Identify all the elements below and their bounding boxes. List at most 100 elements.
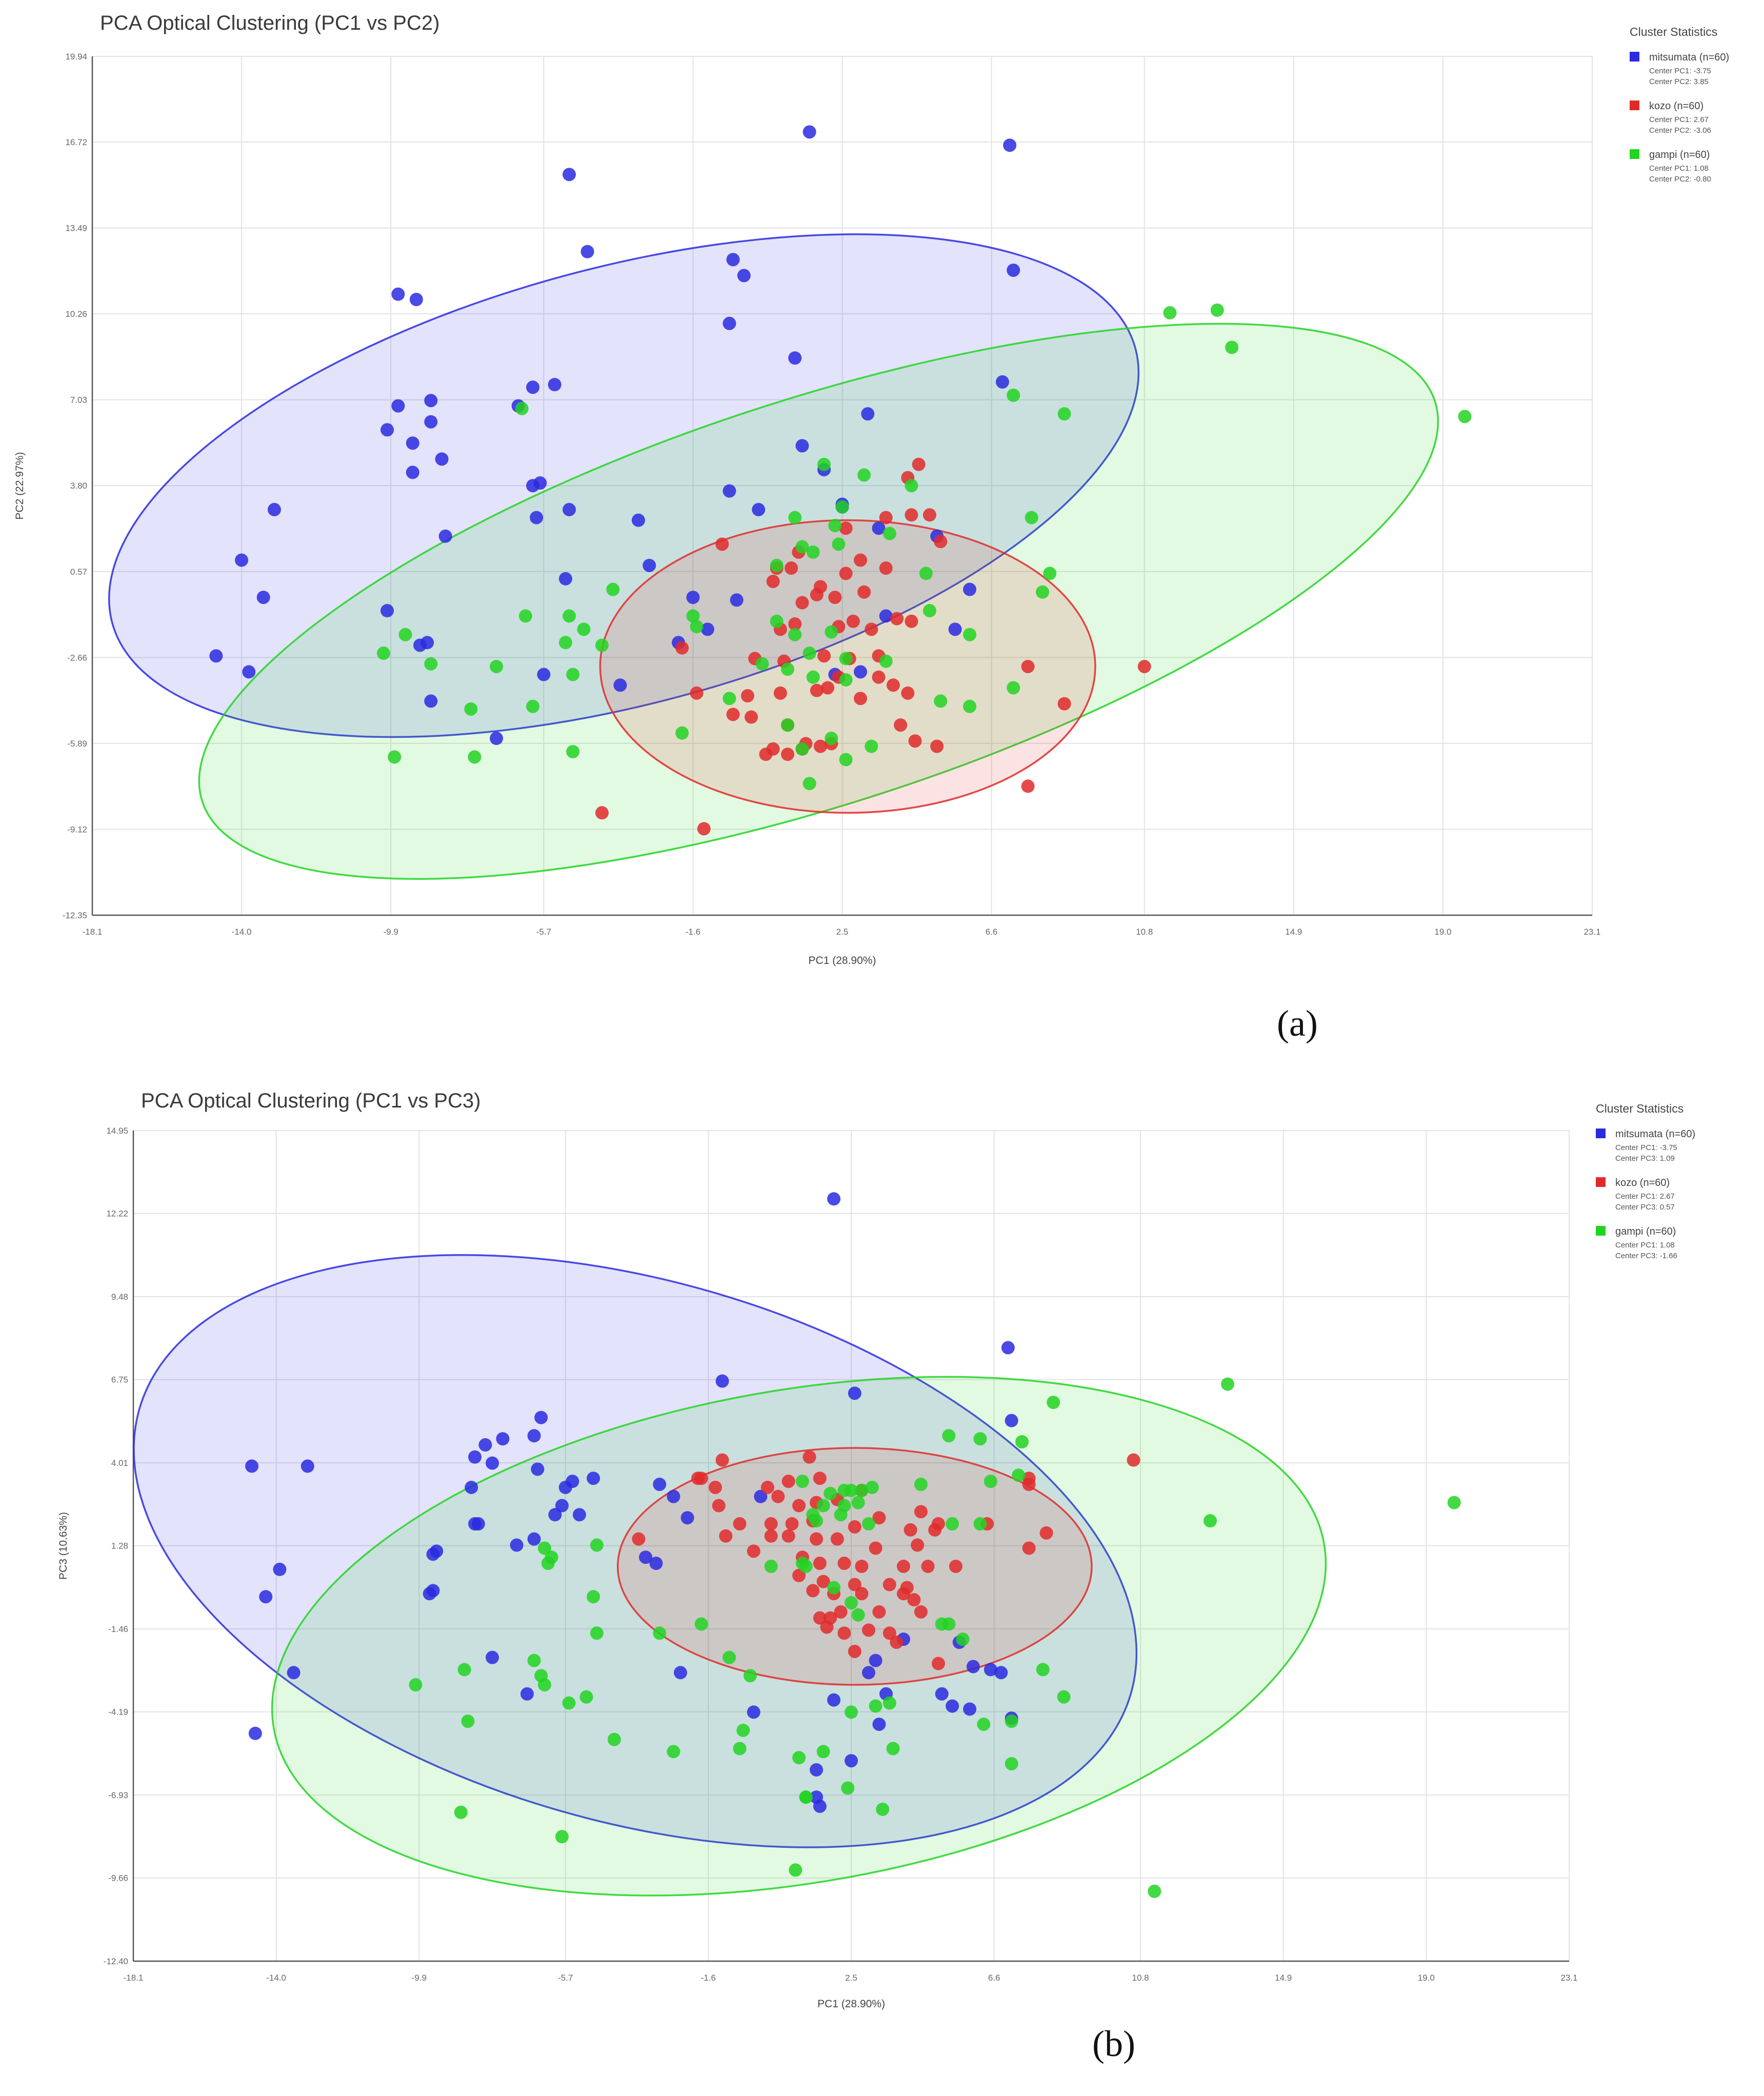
legend: Cluster Statistics mitsumata (n=60) Center…	[1630, 25, 1729, 184]
point-gampi	[555, 1830, 569, 1844]
point-gampi	[537, 1541, 551, 1555]
point-kozo	[848, 1578, 861, 1591]
point-gampi	[841, 1781, 855, 1795]
point-gampi	[832, 537, 846, 551]
point-mitsumata	[520, 1687, 534, 1701]
point-mitsumata	[420, 636, 434, 650]
legend-center-1: Center PC1: -3.75	[1615, 1143, 1677, 1152]
point-kozo	[855, 1587, 869, 1601]
point-mitsumata	[287, 1666, 300, 1680]
legend-swatch-1	[1630, 100, 1639, 110]
legend-center-2: Center PC2: -0.80	[1649, 175, 1711, 184]
point-kozo	[781, 1475, 795, 1488]
point-mitsumata	[848, 1386, 861, 1400]
point-mitsumata	[737, 269, 751, 283]
point-mitsumata	[810, 1763, 824, 1777]
point-gampi	[942, 1429, 956, 1443]
point-gampi	[845, 1596, 858, 1610]
point-kozo	[857, 585, 871, 599]
point-gampi	[518, 609, 532, 623]
ellipse-kozo	[599, 519, 1096, 814]
y-tick-label: 14.95	[106, 1126, 128, 1136]
point-gampi	[1005, 1715, 1018, 1728]
point-mitsumata	[259, 1590, 273, 1604]
point-gampi	[839, 673, 853, 687]
point-gampi	[869, 1699, 883, 1713]
point-kozo	[1039, 1526, 1053, 1540]
point-kozo	[745, 710, 758, 724]
x-tick-label: -9.9	[412, 1973, 427, 1983]
point-kozo	[760, 1480, 774, 1494]
point-gampi	[558, 636, 572, 650]
point-mitsumata	[300, 1459, 314, 1473]
point-gampi	[468, 750, 482, 764]
point-kozo	[904, 1523, 917, 1537]
y-tick-label: 1.28	[111, 1541, 128, 1551]
panel-b: PCA Optical Clustering (PC1 vs PC3) -18.1…	[0, 1082, 1764, 2096]
point-kozo	[861, 1623, 875, 1637]
point-kozo	[890, 1636, 904, 1649]
point-gampi	[816, 1745, 830, 1759]
point-kozo	[855, 1559, 869, 1573]
point-kozo	[865, 622, 878, 636]
legend-center-2: Center PC2: -3.06	[1649, 126, 1711, 135]
y-tick-label: 10.26	[65, 309, 87, 319]
legend-center-1: Center PC1: 1.08	[1615, 1241, 1675, 1249]
point-gampi	[457, 1663, 471, 1677]
x-tick-label: 14.9	[1285, 927, 1302, 937]
point-mitsumata	[827, 1693, 841, 1707]
legend-name: mitsumata (n=60)	[1649, 52, 1729, 63]
legend-title: Cluster Statistics	[1596, 1102, 1683, 1115]
legend-center-2: Center PC3: 0.57	[1615, 1203, 1675, 1212]
point-gampi	[770, 614, 784, 628]
point-mitsumata	[700, 622, 714, 636]
point-gampi	[973, 1432, 987, 1446]
point-mitsumata	[752, 502, 766, 516]
point-gampi	[541, 1557, 555, 1570]
x-tick-label: 6.6	[988, 1973, 1000, 1983]
point-mitsumata	[496, 1432, 510, 1446]
point-gampi	[694, 1617, 708, 1631]
point-gampi	[566, 744, 580, 758]
point-kozo	[883, 1578, 896, 1591]
point-gampi	[956, 1633, 970, 1646]
point-gampi	[835, 500, 849, 514]
point-gampi	[1012, 1468, 1026, 1482]
point-gampi	[1210, 303, 1224, 317]
point-gampi	[764, 1559, 778, 1573]
point-gampi	[879, 654, 893, 668]
point-mitsumata	[527, 1429, 541, 1443]
point-kozo	[834, 1605, 848, 1619]
point-mitsumata	[526, 380, 540, 394]
point-gampi	[1007, 681, 1020, 695]
point-kozo	[708, 1480, 722, 1494]
point-gampi	[788, 628, 802, 641]
point-gampi	[792, 1751, 806, 1765]
point-gampi	[963, 699, 976, 713]
point-gampi	[803, 647, 816, 660]
point-kozo	[914, 1605, 928, 1619]
point-gampi	[817, 457, 831, 471]
point-mitsumata	[248, 1726, 262, 1740]
y-tick-label: -2.66	[67, 653, 87, 662]
x-tick-label: -5.7	[558, 1973, 573, 1983]
legend-swatch-2	[1596, 1226, 1606, 1236]
point-gampi	[527, 1654, 541, 1667]
x-tick-label: 2.5	[845, 1973, 857, 1983]
point-mitsumata	[879, 609, 893, 623]
point-gampi	[816, 1499, 830, 1513]
point-kozo	[675, 641, 689, 655]
point-kozo	[912, 457, 926, 471]
point-mitsumata	[465, 1480, 478, 1494]
point-gampi	[865, 739, 878, 753]
point-kozo	[921, 1559, 935, 1573]
point-gampi	[934, 694, 948, 708]
x-tick-label: 6.6	[986, 927, 998, 937]
point-kozo	[828, 591, 842, 604]
point-mitsumata	[424, 694, 438, 708]
point-kozo	[1022, 1541, 1036, 1555]
panel-label-b: (b)	[1092, 2023, 1135, 2064]
point-gampi	[905, 479, 918, 493]
point-gampi	[799, 1559, 813, 1573]
point-kozo	[694, 1472, 708, 1485]
